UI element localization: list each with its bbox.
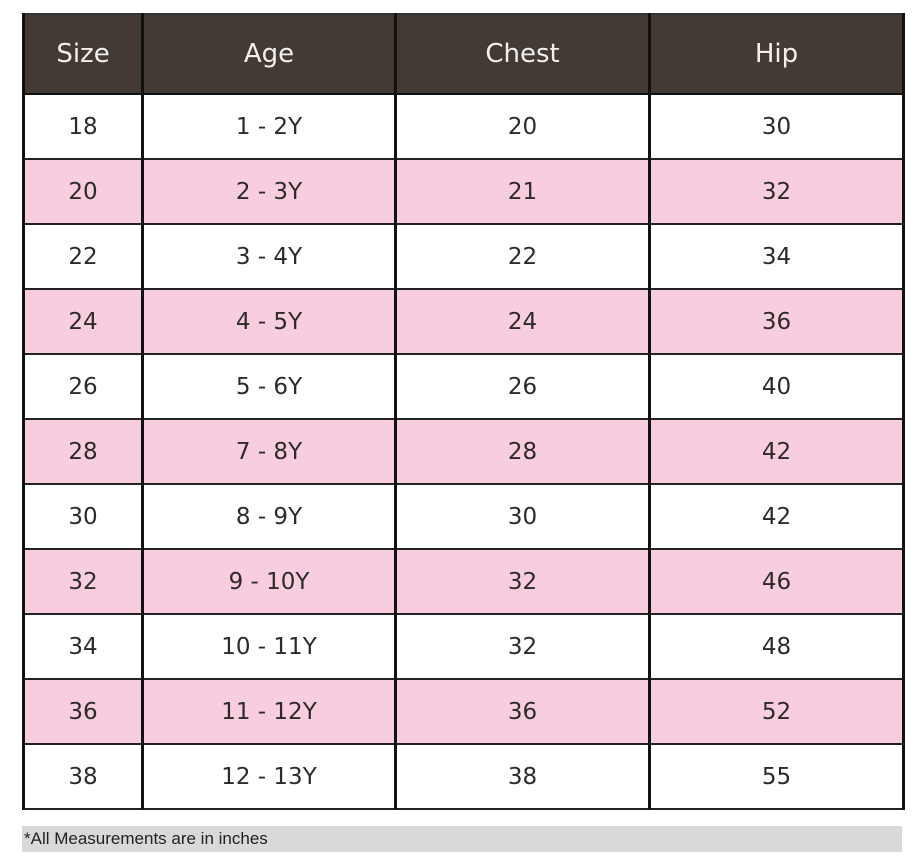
cell-chest: 38	[394, 744, 651, 810]
table-row: 34 10 - 11Y 32 48	[22, 614, 905, 680]
cell-age: 4 - 5Y	[141, 289, 397, 355]
footnote: *All Measurements are in inches	[22, 826, 902, 852]
table-row: 36 11 - 12Y 36 52	[22, 679, 905, 745]
cell-size: 20	[22, 159, 144, 225]
header-hip: Hip	[648, 13, 905, 95]
cell-chest: 36	[394, 679, 651, 745]
cell-size: 32	[22, 549, 144, 615]
cell-chest: 32	[394, 614, 651, 680]
table-row: 32 9 - 10Y 32 46	[22, 549, 905, 615]
cell-size: 34	[22, 614, 144, 680]
cell-age: 11 - 12Y	[141, 679, 397, 745]
cell-age: 9 - 10Y	[141, 549, 397, 615]
table-row: 28 7 - 8Y 28 42	[22, 419, 905, 485]
cell-size: 18	[22, 94, 144, 160]
cell-hip: 55	[648, 744, 905, 810]
header-size: Size	[22, 13, 144, 95]
cell-size: 24	[22, 289, 144, 355]
table-row: 26 5 - 6Y 26 40	[22, 354, 905, 420]
cell-age: 7 - 8Y	[141, 419, 397, 485]
table-row: 30 8 - 9Y 30 42	[22, 484, 905, 550]
cell-hip: 46	[648, 549, 905, 615]
cell-chest: 20	[394, 94, 651, 160]
size-chart-table: Size Age Chest Hip 18 1 - 2Y 20 30 20 2 - 3Y 2…	[22, 13, 905, 810]
header-age: Age	[141, 13, 397, 95]
table-row: 38 12 - 13Y 38 55	[22, 744, 905, 810]
cell-age: 3 - 4Y	[141, 224, 397, 290]
cell-age: 10 - 11Y	[141, 614, 397, 680]
cell-age: 5 - 6Y	[141, 354, 397, 420]
table-row: 24 4 - 5Y 24 36	[22, 289, 905, 355]
cell-size: 38	[22, 744, 144, 810]
cell-size: 26	[22, 354, 144, 420]
cell-chest: 28	[394, 419, 651, 485]
cell-size: 36	[22, 679, 144, 745]
cell-chest: 21	[394, 159, 651, 225]
cell-hip: 42	[648, 484, 905, 550]
cell-hip: 48	[648, 614, 905, 680]
cell-chest: 24	[394, 289, 651, 355]
cell-hip: 34	[648, 224, 905, 290]
cell-chest: 22	[394, 224, 651, 290]
cell-age: 1 - 2Y	[141, 94, 397, 160]
table-row: 18 1 - 2Y 20 30	[22, 94, 905, 160]
cell-size: 28	[22, 419, 144, 485]
cell-chest: 32	[394, 549, 651, 615]
header-row: Size Age Chest Hip	[22, 13, 905, 95]
cell-hip: 32	[648, 159, 905, 225]
header-chest: Chest	[394, 13, 651, 95]
cell-hip: 52	[648, 679, 905, 745]
cell-size: 30	[22, 484, 144, 550]
cell-size: 22	[22, 224, 144, 290]
cell-age: 12 - 13Y	[141, 744, 397, 810]
cell-hip: 30	[648, 94, 905, 160]
cell-chest: 30	[394, 484, 651, 550]
cell-hip: 36	[648, 289, 905, 355]
cell-hip: 42	[648, 419, 905, 485]
table-row: 22 3 - 4Y 22 34	[22, 224, 905, 290]
cell-hip: 40	[648, 354, 905, 420]
cell-age: 8 - 9Y	[141, 484, 397, 550]
cell-age: 2 - 3Y	[141, 159, 397, 225]
table-row: 20 2 - 3Y 21 32	[22, 159, 905, 225]
cell-chest: 26	[394, 354, 651, 420]
